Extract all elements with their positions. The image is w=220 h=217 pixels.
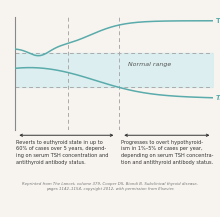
- Text: T₄: T₄: [215, 95, 220, 101]
- Text: Normal range: Normal range: [128, 62, 172, 67]
- Text: Reprinted from The Lancet, volume 379, Cooper DS, Biondi B. Subclinical thyroid : Reprinted from The Lancet, volume 379, C…: [22, 182, 198, 191]
- Text: TSH: TSH: [215, 18, 220, 24]
- Text: Progresses to overt hypothyroid-
ism in 1%–5% of cases per year,
depending on se: Progresses to overt hypothyroid- ism in …: [121, 140, 214, 164]
- Text: Reverts to euthyroid state in up to
60% of cases over 5 years, depend-
ing on se: Reverts to euthyroid state in up to 60% …: [16, 140, 109, 164]
